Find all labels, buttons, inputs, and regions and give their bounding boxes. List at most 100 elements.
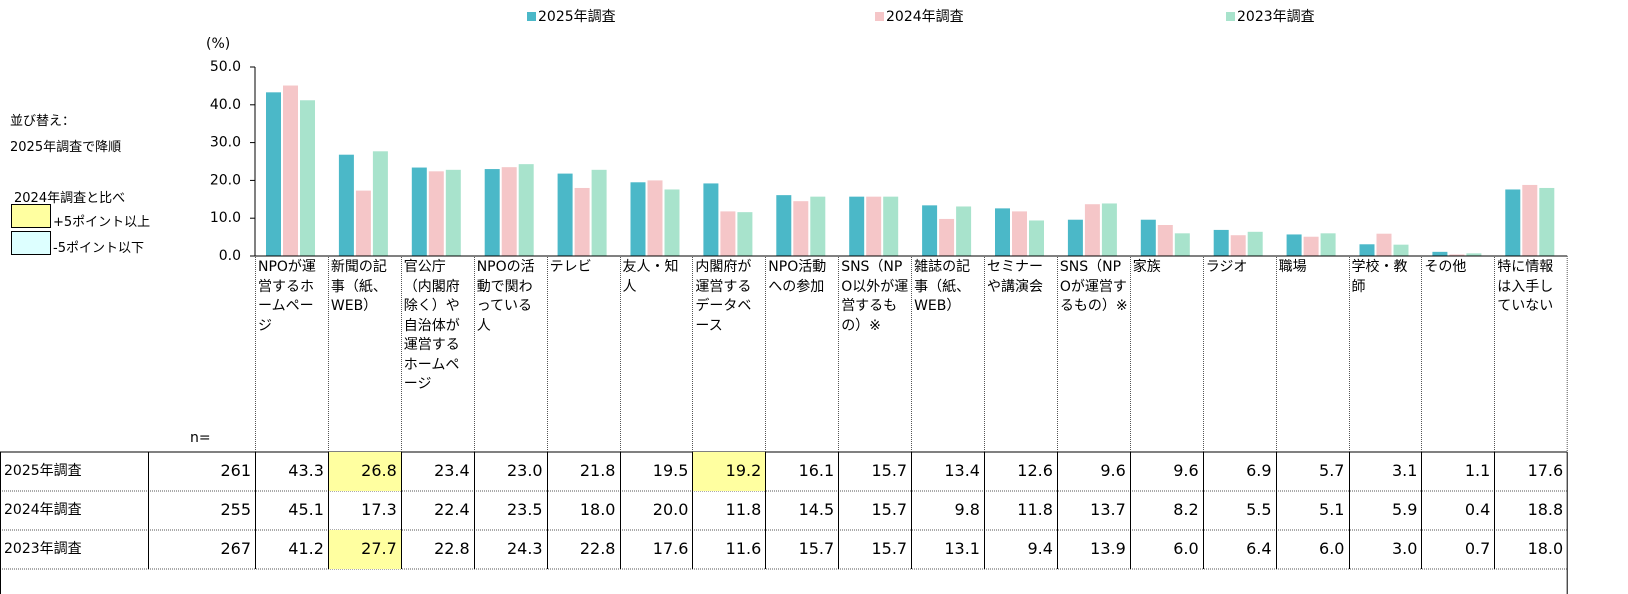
y-tick-label: 10.0 [210,210,241,226]
bar [1303,236,1319,256]
value-cell: 0.7 [1421,530,1494,569]
category-label: SNS（NPOが運営するもの）※ [1056,257,1130,452]
value-cell: 11.8 [692,491,765,530]
bar [956,206,972,256]
value-cell: 11.8 [984,491,1057,530]
bar [266,92,281,257]
category-label: 特に情報は入手していない [1494,257,1567,452]
value-cell: 19.5 [619,452,693,491]
category-label: 雑誌の記事（紙、WEB） [911,257,984,452]
category-label: その他 [1421,257,1494,452]
value-cell: 3.0 [1348,530,1422,569]
value-cell: 6.0 [1129,530,1203,569]
value-cell: 9.6 [1129,452,1203,491]
down-swatch [11,231,51,255]
bar [283,85,298,256]
legend-swatch [1226,12,1235,21]
bar [866,196,882,256]
bar [922,205,938,256]
bar [1012,211,1027,256]
up-label: +5ポイント以上 [53,215,151,230]
value-cell: 3.1 [1348,452,1422,491]
legend-label: 2024年調査 [886,9,964,25]
bar [1029,220,1044,256]
bar [591,169,607,256]
y-tick-label: 30.0 [210,135,241,151]
value-cell: 17.3 [327,491,401,530]
value-cell: 9.4 [984,530,1057,569]
value-cell: 13.4 [911,452,984,491]
bar [849,196,865,256]
bar [445,169,461,256]
value-cell: 14.5 [765,491,838,530]
value-cell: 15.7 [838,452,911,491]
bar [1157,225,1173,256]
value-cell: 11.6 [692,530,765,569]
y-tick-label: 40.0 [210,97,241,113]
row-label: 2023年調査 [4,541,82,557]
value-cell: 17.6 [619,530,693,569]
y-tick-label: 20.0 [210,172,241,188]
bar [557,173,573,256]
value-cell: 21.8 [546,452,620,491]
value-cell: 13.9 [1056,530,1130,569]
value-cell: 16.1 [765,452,838,491]
value-cell: 41.2 [255,530,328,569]
bar [428,171,444,256]
value-cell: 18.8 [1494,491,1567,530]
category-label: 学校・教師 [1348,257,1422,452]
y-tick-label: 0.0 [219,248,241,264]
bar [793,201,809,256]
bar [1466,253,1482,256]
bar [1522,184,1538,256]
value-cell: 27.7 [327,530,401,569]
bar [939,218,955,256]
legend-swatch [875,12,884,21]
up-swatch [11,204,51,228]
bar [411,167,427,256]
value-cell: 23.5 [473,491,547,530]
bar [1393,244,1409,256]
bar [372,151,388,256]
bar [1449,254,1465,256]
value-cell: 5.5 [1202,491,1276,530]
value-cell: 1.1 [1421,452,1494,491]
unit-label: (%) [206,36,230,52]
sort-note: 並び替え： [10,114,76,129]
value-cell: 17.6 [1494,452,1567,491]
value-cell: 5.7 [1275,452,1349,491]
bar [1140,219,1156,256]
category-label: 職場 [1275,257,1349,452]
value-cell: 15.7 [765,530,838,569]
value-cell: 15.7 [838,491,911,530]
value-cell: 18.0 [546,491,620,530]
legend-label: 2025年調査 [538,9,616,25]
bar [1320,233,1336,256]
bar [1376,233,1392,256]
bar [664,189,680,256]
value-cell: 13.1 [911,530,984,569]
bar [1286,234,1302,256]
bar [776,195,792,256]
down-label: -5ポイント以下 [53,241,144,256]
value-cell: 23.0 [473,452,547,491]
category-label: NPOが運営するホームページ [255,257,328,452]
legend-swatch [527,12,536,21]
bar [995,208,1010,256]
n-value: 255 [148,491,255,530]
n-value: 267 [148,530,255,569]
bar [1505,189,1521,256]
bar [1101,203,1117,256]
value-cell: 15.7 [838,530,911,569]
category-label: セミナーや講演会 [984,257,1057,452]
value-cell: 22.4 [400,491,474,530]
row-label: 2025年調査 [4,463,82,479]
bar [720,211,736,256]
bar [501,167,517,256]
category-label: 官公庁（内閣府除く）や自治体が運営するホームページ [400,257,474,452]
bar [630,182,646,256]
value-cell: 6.0 [1275,530,1349,569]
value-cell: 23.4 [400,452,474,491]
